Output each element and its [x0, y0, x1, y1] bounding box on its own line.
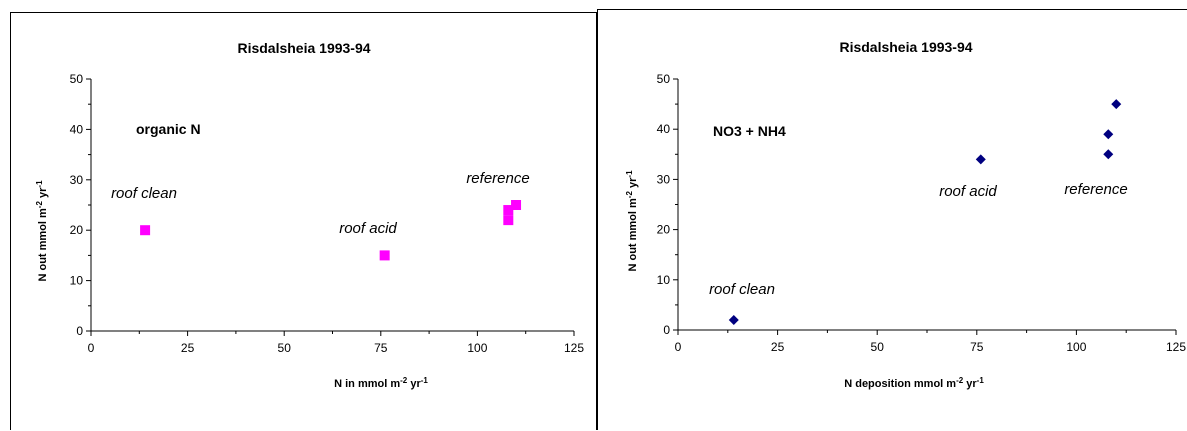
data-point-3 [1103, 129, 1114, 140]
y-axis-label: N out mmol m-2 yr-1 [625, 170, 639, 272]
y-tick-label: 40 [657, 122, 671, 136]
x-tick-label: 25 [771, 340, 785, 354]
x-tick-label: 125 [1166, 340, 1186, 354]
y-tick-label: 50 [70, 72, 84, 86]
y-tick-label: 40 [70, 122, 84, 136]
y-tick-label: 10 [657, 273, 671, 287]
chart-panel-no3-nh4: Risdalsheia 1993-94 NO3 + NH4 roof clean… [597, 9, 1187, 430]
annotation-reference: reference [466, 170, 529, 187]
y-tick-label: 0 [76, 324, 83, 338]
series-label: NO3 + NH4 [713, 123, 786, 139]
chart-panel-organic-n: Risdalsheia 1993-94 organic N roof clean… [10, 12, 597, 430]
chart-title: Risdalsheia 1993-94 [237, 40, 370, 56]
x-tick-label: 75 [374, 341, 388, 355]
x-tick-label: 100 [467, 341, 487, 355]
chart-title: Risdalsheia 1993-94 [839, 39, 972, 55]
data-point-1 [379, 250, 390, 261]
annotation-roof-acid: roof acid [939, 183, 997, 200]
chart-organic-n: Risdalsheia 1993-94 organic N roof clean… [35, 40, 584, 390]
x-tick-label: 50 [871, 340, 885, 354]
chart-no3-nh4: Risdalsheia 1993-94 NO3 + NH4 roof clean… [625, 39, 1186, 390]
data-point-0 [728, 314, 739, 325]
x-tick-label: 25 [181, 341, 195, 355]
data-point-2 [1103, 149, 1114, 160]
y-tick-label: 30 [657, 172, 671, 186]
y-tick-label: 20 [70, 223, 84, 237]
x-tick-label: 100 [1066, 340, 1086, 354]
data-point-1 [975, 154, 986, 165]
y-tick-label: 30 [70, 173, 84, 187]
annotation-roof-clean: roof clean [111, 185, 177, 202]
y-tick-label: 10 [70, 274, 84, 288]
y-tick-label: 0 [663, 323, 670, 337]
x-axis-label: N deposition mmol m-2 yr-1 [844, 376, 984, 390]
annotation-reference: reference [1064, 181, 1127, 198]
y-tick-label: 20 [657, 223, 671, 237]
x-tick-label: 125 [564, 341, 584, 355]
x-tick-label: 0 [88, 341, 95, 355]
x-tick-label: 0 [675, 340, 682, 354]
data-point-2 [503, 215, 514, 226]
x-tick-label: 50 [278, 341, 292, 355]
y-axis-label: N out mmol m-2 yr-1 [35, 180, 49, 282]
data-point-4 [511, 200, 522, 210]
data-point-3 [503, 205, 514, 216]
annotation-roof-acid: roof acid [339, 220, 397, 237]
data-point-4 [1111, 99, 1122, 110]
annotation-roof-clean: roof clean [709, 281, 775, 298]
x-tick-label: 75 [970, 340, 984, 354]
y-tick-label: 50 [657, 72, 671, 86]
data-point-0 [140, 225, 151, 236]
series-label: organic N [136, 121, 201, 137]
x-axis-label: N in mmol m-2 yr-1 [334, 376, 428, 390]
